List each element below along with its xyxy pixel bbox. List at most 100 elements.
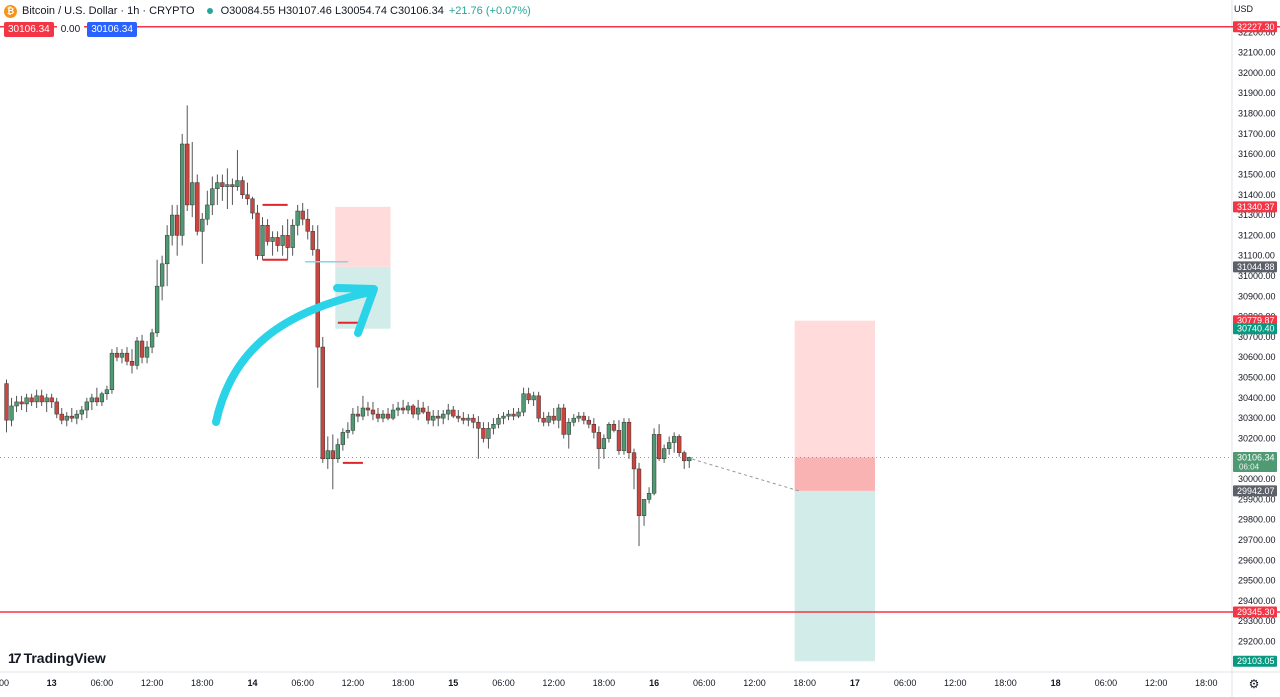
- price-label-text: 30106.34: [1237, 452, 1275, 462]
- candle-body: [255, 212, 260, 256]
- price-label-bg: [1233, 485, 1277, 497]
- candle-body: [34, 395, 39, 403]
- candle: [370, 401, 376, 421]
- symbol-title[interactable]: Bitcoin / U.S. Dollar · 1h · CRYPTO: [22, 5, 195, 17]
- candle-body: [436, 415, 441, 419]
- candle: [390, 403, 396, 421]
- candle: [124, 347, 130, 366]
- time-tick-label: 13: [47, 678, 57, 688]
- drawing-marks: [262, 203, 363, 464]
- time-tick-label: 18:00: [392, 678, 415, 688]
- candle-body: [576, 415, 581, 419]
- candle-body: [646, 493, 652, 500]
- candle-body: [340, 432, 346, 445]
- time-tick-label: 06:00: [291, 678, 314, 688]
- candle-body: [185, 143, 190, 206]
- time-tick-label: 12:00: [1145, 678, 1168, 688]
- candle-body: [280, 235, 285, 246]
- candle: [601, 434, 607, 459]
- candle: [410, 403, 416, 419]
- candle-body: [641, 499, 647, 516]
- candle: [19, 395, 24, 411]
- candle-body: [651, 434, 657, 494]
- candle-body: [521, 393, 526, 413]
- candle: [481, 422, 486, 443]
- candle: [195, 174, 200, 236]
- candle: [421, 401, 426, 415]
- candle: [405, 401, 411, 415]
- candle-body: [129, 361, 135, 366]
- price-label: 30740.40: [1233, 323, 1277, 335]
- price-label-text: 29103.05: [1237, 656, 1275, 666]
- candle-body: [390, 409, 396, 419]
- candle: [94, 387, 100, 406]
- candle: [305, 208, 310, 240]
- candle: [24, 393, 29, 413]
- candle-body: [205, 204, 210, 220]
- candle: [170, 204, 175, 246]
- candle: [260, 217, 265, 260]
- candle-body: [496, 417, 501, 425]
- candle: [516, 408, 521, 419]
- gear-icon[interactable]: ⚙: [1248, 677, 1260, 691]
- candle: [275, 231, 280, 252]
- current-pnl-zone: [794, 457, 875, 491]
- candle: [476, 416, 481, 459]
- candle: [666, 436, 672, 455]
- candle: [426, 405, 431, 425]
- candle-body: [561, 407, 566, 435]
- price-tick-label: 30000.00: [1238, 474, 1276, 484]
- candle: [159, 255, 165, 301]
- price-label: 31340.37: [1233, 201, 1277, 213]
- candle-body: [330, 450, 335, 460]
- reward-zone: [794, 490, 875, 662]
- candle-body: [94, 397, 100, 403]
- candle-body: [456, 415, 461, 419]
- candle-body: [360, 407, 366, 417]
- candle: [536, 391, 541, 423]
- buy-price-button[interactable]: 30106.34: [87, 22, 137, 37]
- candle-body: [426, 411, 431, 421]
- price-tick-label: 31400.00: [1238, 190, 1276, 200]
- candle-body: [114, 352, 120, 358]
- tradingview-logo[interactable]: 17 TradingView: [8, 650, 106, 666]
- candle: [225, 168, 230, 209]
- candle-body: [476, 421, 481, 429]
- sell-price-button[interactable]: 30106.34: [4, 22, 54, 37]
- candle-body: [109, 352, 115, 390]
- price-tick-label: 29600.00: [1238, 555, 1276, 565]
- candle: [431, 410, 436, 427]
- candle-body: [616, 430, 622, 451]
- candle-body: [380, 413, 386, 419]
- price-label-bg: [1233, 451, 1277, 472]
- price-label: 32227.30: [1233, 21, 1277, 33]
- candle: [621, 418, 627, 455]
- candle: [456, 410, 461, 423]
- candle: [651, 428, 657, 496]
- candle: [9, 397, 14, 427]
- candle-body: [682, 452, 687, 462]
- candle: [330, 434, 335, 490]
- candle-body: [375, 413, 381, 419]
- time-tick-label: 18:00: [1195, 678, 1218, 688]
- candle-body: [49, 397, 54, 403]
- candle-body: [4, 383, 9, 421]
- candle-body: [89, 397, 95, 403]
- candle: [611, 420, 617, 433]
- time-axis[interactable]: 00 13 06:00 12:00 18:00 14 06:00 12:00 18:00 15 06…: [0, 678, 1218, 688]
- symbol-header: ₿ Bitcoin / U.S. Dollar · 1h · CRYPTO O3…: [4, 3, 531, 19]
- price-tick-label: 30900.00: [1238, 291, 1276, 301]
- candle-body: [215, 182, 220, 189]
- price-axis[interactable]: 29200.00 29300.00 29400.00 29500.00 29600.00…: [1233, 21, 1277, 667]
- candle-body: [451, 409, 456, 417]
- candle-body: [466, 417, 471, 421]
- price-label: 29103.05: [1233, 655, 1277, 667]
- currency-label[interactable]: USD: [1234, 4, 1254, 14]
- price-label: 29345.30: [1233, 606, 1277, 618]
- candle: [149, 328, 155, 354]
- time-tick-label: 06:00: [1095, 678, 1118, 688]
- candle: [380, 410, 386, 423]
- price-label-text: 31044.88: [1237, 262, 1275, 272]
- candle: [64, 412, 69, 427]
